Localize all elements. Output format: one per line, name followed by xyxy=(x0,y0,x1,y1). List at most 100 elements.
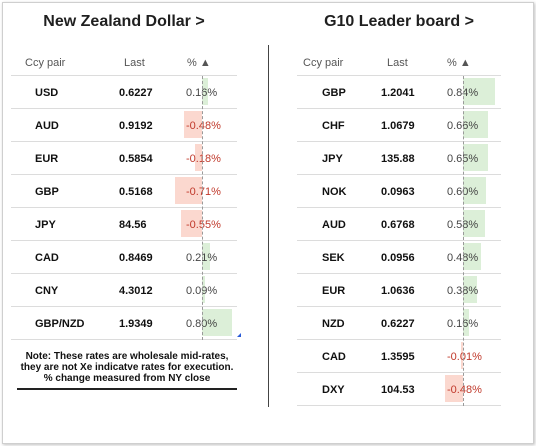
pct-change-bar xyxy=(183,111,202,138)
ccy-pair-cell: EUR xyxy=(322,285,346,297)
ccy-pair-cell: GBP/NZD xyxy=(35,318,85,330)
nzd-panel-title[interactable]: New Zealand Dollar > xyxy=(43,13,205,30)
ccy-pair-cell: AUD xyxy=(322,219,346,231)
panel-divider xyxy=(268,45,269,407)
pct-change-cell: 0.65% xyxy=(447,153,479,165)
table-row: SEK 0.0956 0.48% xyxy=(297,241,501,274)
pct-change-cell: -0.55% xyxy=(186,219,221,231)
pct-change-cell: -0.48% xyxy=(447,384,482,396)
pct-change-cell: -0.01% xyxy=(447,351,482,363)
pct-change-bar xyxy=(463,177,486,204)
pct-change-bar xyxy=(195,144,202,171)
table-row: JPY 84.56 -0.55% xyxy=(11,208,237,241)
pct-change-bar xyxy=(463,111,489,138)
header-last[interactable]: Last xyxy=(124,57,145,69)
last-rate-cell: 0.6227 xyxy=(119,87,153,99)
table-row: USD 0.6227 0.16% xyxy=(11,76,237,109)
pct-change-bar xyxy=(181,210,202,237)
pct-change-bar xyxy=(463,309,470,336)
header-pct-change[interactable]: % ▲ xyxy=(447,57,471,69)
g10-panel-title[interactable]: G10 Leader board > xyxy=(324,13,474,30)
pct-change-cell: 0.48% xyxy=(447,252,479,264)
ccy-pair-cell: SEK xyxy=(322,252,345,264)
ccy-pair-cell: GBP xyxy=(35,186,59,198)
header-last[interactable]: Last xyxy=(387,57,408,69)
ccy-pair-cell: GBP xyxy=(322,87,346,99)
table-row: AUD 0.9192 -0.48% xyxy=(11,109,237,142)
table-row: EUR 0.5854 -0.18% xyxy=(11,142,237,175)
header-ccy-pair[interactable]: Ccy pair xyxy=(303,57,344,69)
table-row: GBP/NZD 1.9349 0.80% xyxy=(11,307,237,340)
pct-change-cell: -0.48% xyxy=(186,120,221,132)
table-row: NOK 0.0963 0.60% xyxy=(297,175,501,208)
last-rate-cell: 0.8469 xyxy=(119,252,153,264)
ccy-pair-cell: JPY xyxy=(322,153,343,165)
last-rate-cell: 0.0956 xyxy=(381,252,415,264)
ccy-pair-cell: DXY xyxy=(322,384,345,396)
ccy-pair-cell: AUD xyxy=(35,120,59,132)
pct-change-cell: 0.16% xyxy=(447,318,479,330)
last-rate-cell: 104.53 xyxy=(381,384,415,396)
row-corner-marker xyxy=(237,333,241,337)
pct-change-cell: 0.38% xyxy=(447,285,479,297)
pct-change-bar xyxy=(202,276,206,303)
pct-change-cell: 0.09% xyxy=(186,285,218,297)
table-row: CAD 0.8469 0.21% xyxy=(11,241,237,274)
last-rate-cell: 1.3595 xyxy=(381,351,415,363)
zero-line xyxy=(463,76,464,406)
table-row: DXY 104.53 -0.48% xyxy=(297,373,501,406)
table-row: JPY 135.88 0.65% xyxy=(297,142,501,175)
table-row: AUD 0.6768 0.58% xyxy=(297,208,501,241)
pct-change-bar xyxy=(202,78,209,105)
last-rate-cell: 0.0963 xyxy=(381,186,415,198)
pct-change-bar xyxy=(463,78,495,105)
zero-line xyxy=(202,76,203,340)
last-rate-cell: 84.56 xyxy=(119,219,147,231)
pct-change-bar xyxy=(463,210,486,237)
table-row: GBP 1.2041 0.84% xyxy=(297,76,501,109)
table-row: EUR 1.0636 0.38% xyxy=(297,274,501,307)
last-rate-cell: 0.5168 xyxy=(119,186,153,198)
pct-change-bar xyxy=(463,144,488,171)
pct-change-cell: 0.16% xyxy=(186,87,218,99)
last-rate-cell: 0.6227 xyxy=(381,318,415,330)
rates-disclaimer-note: Note: These rates are wholesale mid-rate… xyxy=(17,351,237,390)
header-pct-change[interactable]: % ▲ xyxy=(187,57,211,69)
pct-change-bar xyxy=(463,276,478,303)
table-row: CHF 1.0679 0.66% xyxy=(297,109,501,142)
last-rate-cell: 1.0679 xyxy=(381,120,415,132)
last-rate-cell: 0.5854 xyxy=(119,153,153,165)
pct-change-cell: 0.84% xyxy=(447,87,479,99)
pct-change-bar xyxy=(174,177,202,204)
ccy-pair-cell: CNY xyxy=(35,285,59,297)
pct-change-cell: 0.21% xyxy=(186,252,218,264)
pct-change-cell: 0.80% xyxy=(186,318,218,330)
table-header: Ccy pair Last % ▲ xyxy=(297,53,501,76)
ccy-pair-cell: CHF xyxy=(322,120,345,132)
last-rate-cell: 0.6768 xyxy=(381,219,415,231)
ccy-pair-cell: USD xyxy=(35,87,59,99)
pct-change-cell: 0.58% xyxy=(447,219,479,231)
table-row: NZD 0.6227 0.16% xyxy=(297,307,501,340)
last-rate-cell: 1.9349 xyxy=(119,318,153,330)
table-row: CNY 4.3012 0.09% xyxy=(11,274,237,307)
last-rate-cell: 135.88 xyxy=(381,153,415,165)
pct-change-bar xyxy=(202,309,233,336)
pct-change-cell: 0.66% xyxy=(447,120,479,132)
pct-change-cell: -0.18% xyxy=(186,153,221,165)
ccy-pair-cell: NOK xyxy=(322,186,347,198)
ccy-pair-cell: CAD xyxy=(322,351,346,363)
table-row: GBP 0.5168 -0.71% xyxy=(11,175,237,208)
table-header: Ccy pair Last % ▲ xyxy=(11,53,237,76)
pct-change-cell: 0.60% xyxy=(447,186,479,198)
last-rate-cell: 1.2041 xyxy=(381,87,415,99)
last-rate-cell: 0.9192 xyxy=(119,120,153,132)
table-row: CAD 1.3595 -0.01% xyxy=(297,340,501,373)
last-rate-cell: 4.3012 xyxy=(119,285,153,297)
ccy-pair-cell: JPY xyxy=(35,219,56,231)
last-rate-cell: 1.0636 xyxy=(381,285,415,297)
pct-change-bar xyxy=(444,375,463,402)
header-ccy-pair[interactable]: Ccy pair xyxy=(25,57,66,69)
pct-change-bar xyxy=(202,243,210,270)
